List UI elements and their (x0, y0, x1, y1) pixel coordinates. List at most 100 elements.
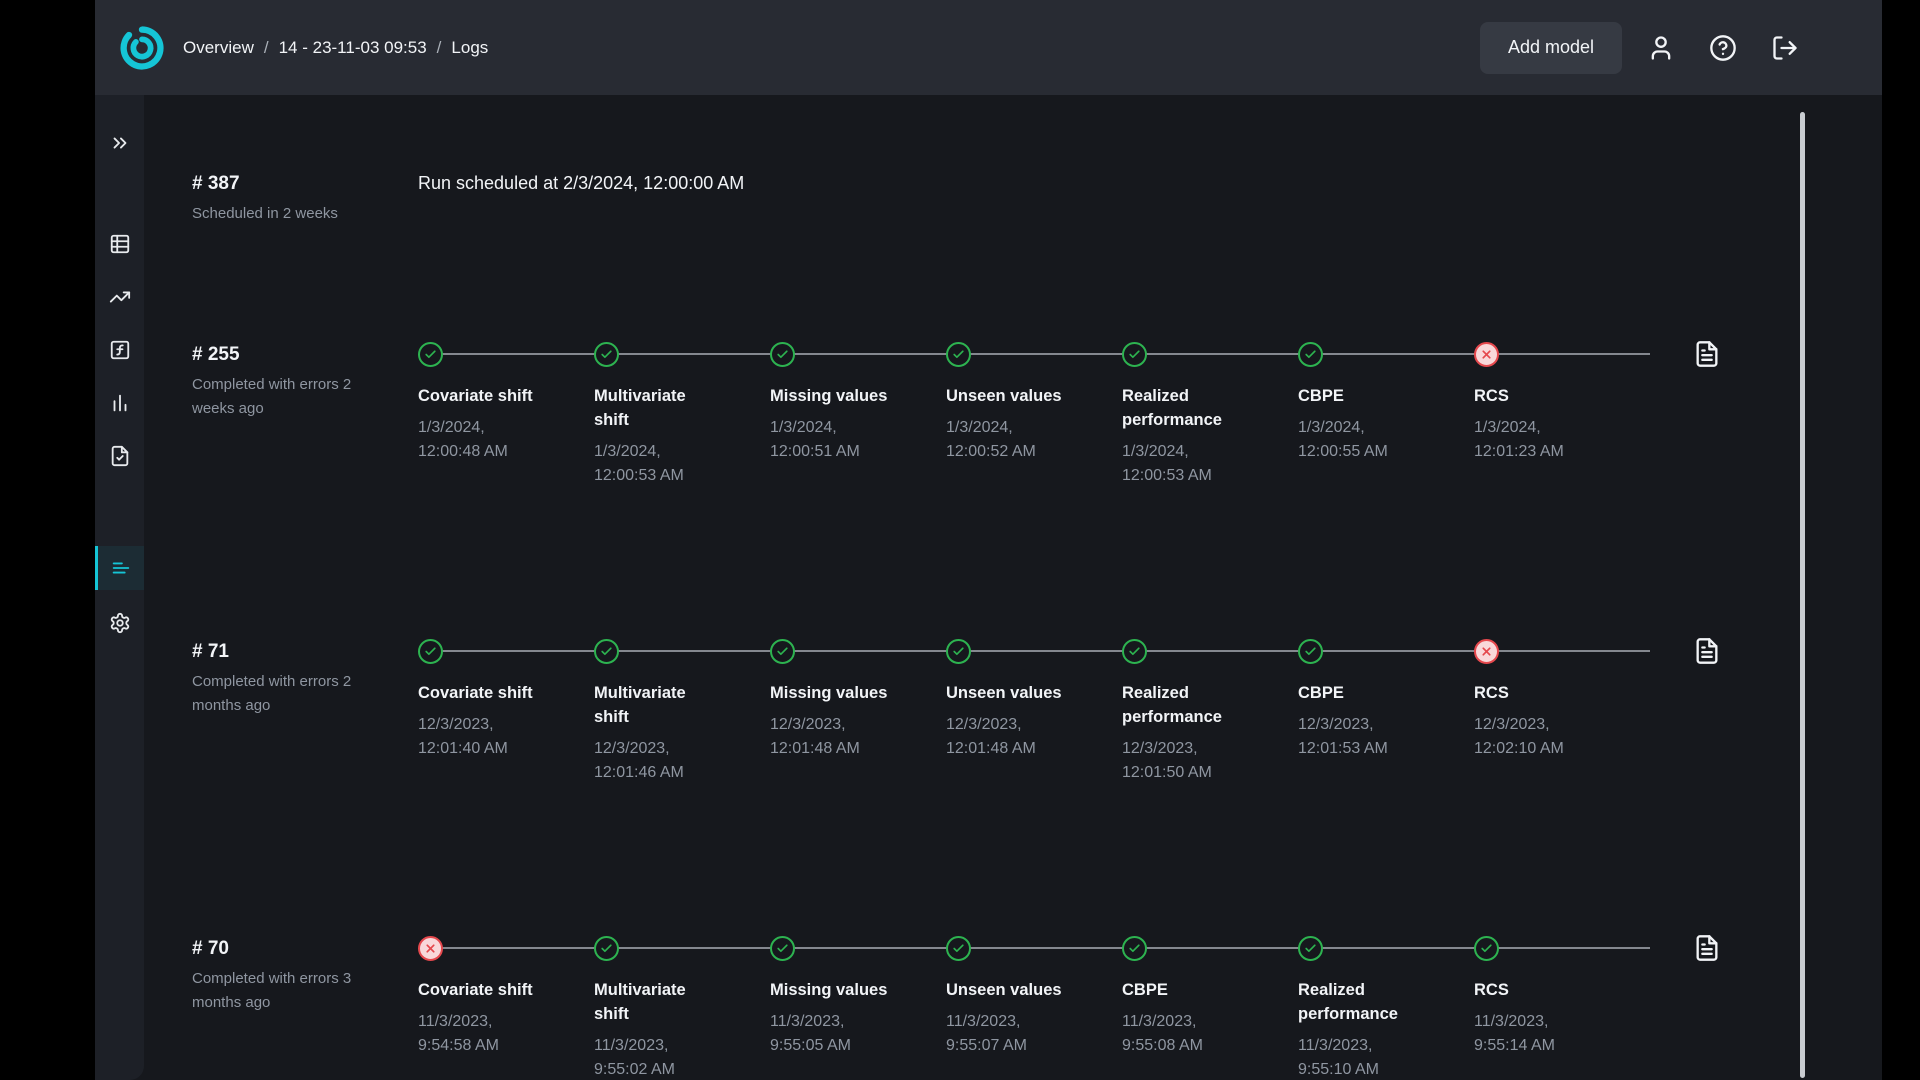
run-log-button[interactable] (1693, 340, 1721, 368)
step-name: Realized performance (1122, 387, 1222, 429)
success-check-icon (418, 342, 443, 367)
timeline-step: Covariate shift 1/3/2024, 12:00:48 AM (418, 342, 594, 488)
success-check-icon (770, 639, 795, 664)
step-time: 12:00:53 AM (594, 467, 684, 484)
step-time: 12:01:48 AM (946, 740, 1036, 757)
step-date: 11/3/2023, (1474, 1013, 1549, 1030)
step-date: 12/3/2023, (946, 716, 1022, 733)
success-check-icon (1298, 342, 1323, 367)
timeline-step: RCS 11/3/2023, 9:55:14 AM (1474, 936, 1650, 1080)
step-name: Unseen values (946, 387, 1062, 405)
scrollbar[interactable] (1800, 112, 1805, 1078)
timeline-step: Unseen values 11/3/2023, 9:55:07 AM (946, 936, 1122, 1080)
step-date: 1/3/2024, (946, 419, 1013, 436)
step-date: 1/3/2024, (1298, 419, 1365, 436)
step-time: 12:00:53 AM (1122, 467, 1212, 484)
timeline-line (430, 947, 1650, 949)
timeline-step: Missing values 12/3/2023, 12:01:48 AM (770, 639, 946, 785)
step-time: 9:54:58 AM (418, 1037, 499, 1054)
sidebar-item-metrics[interactable] (100, 383, 140, 423)
run-meta: # 70 Completed with errors 3 months ago (192, 936, 418, 1015)
sidebar-item-models[interactable] (100, 224, 140, 264)
timeline-step: Covariate shift 11/3/2023, 9:54:58 AM (418, 936, 594, 1080)
run-row: # 387 Scheduled in 2 weeks Run scheduled… (192, 171, 1882, 342)
step-time: 12:01:40 AM (418, 740, 508, 757)
error-x-icon (1474, 342, 1499, 367)
step-name: RCS (1474, 684, 1509, 702)
success-check-icon (946, 936, 971, 961)
file-text-icon (1693, 934, 1721, 962)
user-button[interactable] (1638, 25, 1684, 71)
add-model-button[interactable]: Add model (1479, 21, 1622, 74)
sidebar-item-functions[interactable] (100, 330, 140, 370)
step-time: 12:01:48 AM (770, 740, 860, 757)
step-date: 11/3/2023, (1122, 1013, 1197, 1030)
user-icon (1647, 34, 1675, 62)
timeline-step: CBPE 11/3/2023, 9:55:08 AM (1122, 936, 1298, 1080)
file-text-icon (1693, 637, 1721, 665)
error-x-icon (1474, 639, 1499, 664)
run-message: Run scheduled at 2/3/2024, 12:00:00 AM (418, 173, 745, 193)
run-meta: # 71 Completed with errors 2 months ago (192, 639, 418, 718)
step-name: Unseen values (946, 684, 1062, 702)
run-id: # 70 (192, 938, 229, 959)
timeline-step: CBPE 1/3/2024, 12:00:55 AM (1298, 342, 1474, 488)
sidebar-item-performance[interactable] (100, 277, 140, 317)
timeline-step: Multivariate shift 11/3/2023, 9:55:02 AM (594, 936, 770, 1080)
step-name: Covariate shift (418, 387, 533, 405)
step-name: Multivariate shift (594, 684, 686, 726)
step-date: 1/3/2024, (594, 443, 661, 460)
timeline-line (430, 353, 1650, 355)
step-name: CBPE (1298, 387, 1344, 405)
run-row: # 71 Completed with errors 2 months ago … (192, 637, 1882, 936)
timeline-line (430, 650, 1650, 652)
logout-button[interactable] (1762, 25, 1808, 71)
success-check-icon (770, 342, 795, 367)
sidebar-item-settings[interactable] (100, 603, 140, 643)
step-date: 1/3/2024, (770, 419, 837, 436)
step-time: 12:00:48 AM (418, 443, 508, 460)
success-check-icon (1122, 639, 1147, 664)
breadcrumb-item[interactable]: Overview (183, 37, 254, 57)
table-icon (109, 233, 131, 255)
timeline-step: Realized performance 12/3/2023, 12:01:50… (1122, 639, 1298, 785)
help-icon (1709, 34, 1737, 62)
step-time: 9:55:07 AM (946, 1037, 1027, 1054)
step-time: 9:55:14 AM (1474, 1037, 1555, 1054)
step-date: 12/3/2023, (418, 716, 494, 733)
timeline-step: Unseen values 1/3/2024, 12:00:52 AM (946, 342, 1122, 488)
run-status: Completed with errors 2 weeks ago (192, 376, 352, 417)
step-name: Realized performance (1298, 981, 1398, 1023)
help-button[interactable] (1700, 25, 1746, 71)
run-log-button[interactable] (1693, 637, 1721, 665)
sidebar-secondary-group (95, 546, 144, 643)
app-body: # 387 Scheduled in 2 weeks Run scheduled… (95, 95, 1882, 1080)
run-status: Completed with errors 2 months ago (192, 673, 352, 714)
sidebar-item-reports[interactable] (100, 436, 140, 476)
sidebar-item-logs[interactable] (95, 546, 144, 590)
step-time: 12:01:53 AM (1298, 740, 1388, 757)
step-name: CBPE (1298, 684, 1344, 702)
run-status: Scheduled in 2 weeks (192, 205, 338, 222)
step-date: 11/3/2023, (946, 1013, 1021, 1030)
breadcrumb-item[interactable]: Logs (451, 37, 489, 57)
run-timeline: Covariate shift 1/3/2024, 12:00:48 AM Mu… (418, 342, 1650, 488)
timeline-step: RCS 12/3/2023, 12:02:10 AM (1474, 639, 1650, 785)
breadcrumb-item[interactable]: 14 - 23-11-03 09:53 (278, 37, 427, 57)
run-log-button[interactable] (1693, 934, 1721, 962)
bar-chart-icon (109, 392, 131, 414)
step-time: 12:00:51 AM (770, 443, 860, 460)
step-name: RCS (1474, 387, 1509, 405)
success-check-icon (1122, 342, 1147, 367)
step-date: 11/3/2023, (418, 1013, 493, 1030)
timeline-step: Missing values 11/3/2023, 9:55:05 AM (770, 936, 946, 1080)
step-name: RCS (1474, 981, 1509, 999)
success-check-icon (594, 639, 619, 664)
breadcrumb-separator: / (263, 37, 269, 57)
run-id: # 71 (192, 641, 229, 662)
timeline-step: Multivariate shift 1/3/2024, 12:00:53 AM (594, 342, 770, 488)
topbar-actions (1622, 25, 1808, 71)
step-name: Unseen values (946, 981, 1062, 999)
sidebar-item-expand[interactable] (100, 123, 140, 163)
step-name: Multivariate shift (594, 387, 686, 429)
